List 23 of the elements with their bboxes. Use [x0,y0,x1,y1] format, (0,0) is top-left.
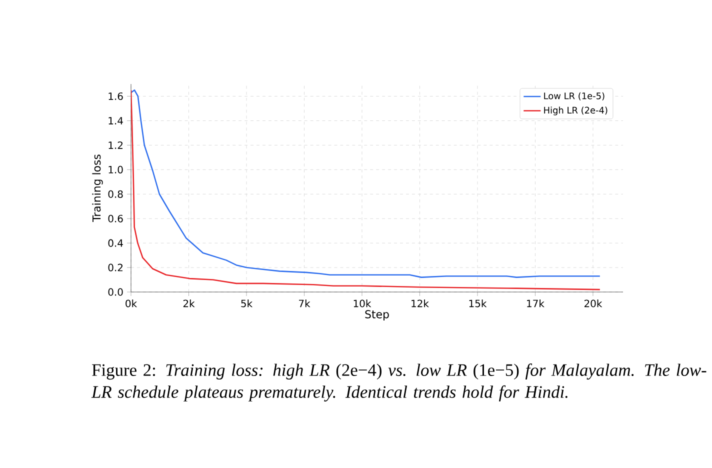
x-tick-label: 15k [469,300,487,308]
y-tick-label: 1.4 [108,117,123,124]
y-tick-label: 0.8 [108,190,123,198]
caption: Figure 2: Training loss: high LR (2e−4) vs. low LR (1e−5) for Malayalam. The low-LR schedule plateaus prematurely. Identical trends hold for Hindi. [91,364,706,402]
y-axis-title: Training loss [92,154,103,222]
x-tick-label: 20k [584,300,602,308]
x-tick-label: 12k [412,300,429,308]
legend-label: High LR (2e-4) [544,106,608,116]
legend-label: Low LR (1e-5) [544,92,604,100]
x-tick-label: 17k [527,300,544,308]
y-tick-label: 0.6 [108,214,123,222]
x-tick-label: 0k [126,300,138,308]
x-tick-label: 5k [241,300,253,308]
x-tick-label: 10k [354,300,372,308]
x-axis-title: Step [365,310,389,320]
y-tick-label: 1.6 [108,92,123,100]
y-tick-label: 0.2 [108,264,122,272]
x-tick-label: 2k [183,300,195,308]
y-tick-label: 1.0 [108,166,123,174]
y-tick-label: 0.4 [108,239,123,247]
y-tick-label: 1.2 [108,141,122,149]
x-tick-label: 7k [299,300,310,308]
y-tick-label: 0.0 [108,288,123,296]
